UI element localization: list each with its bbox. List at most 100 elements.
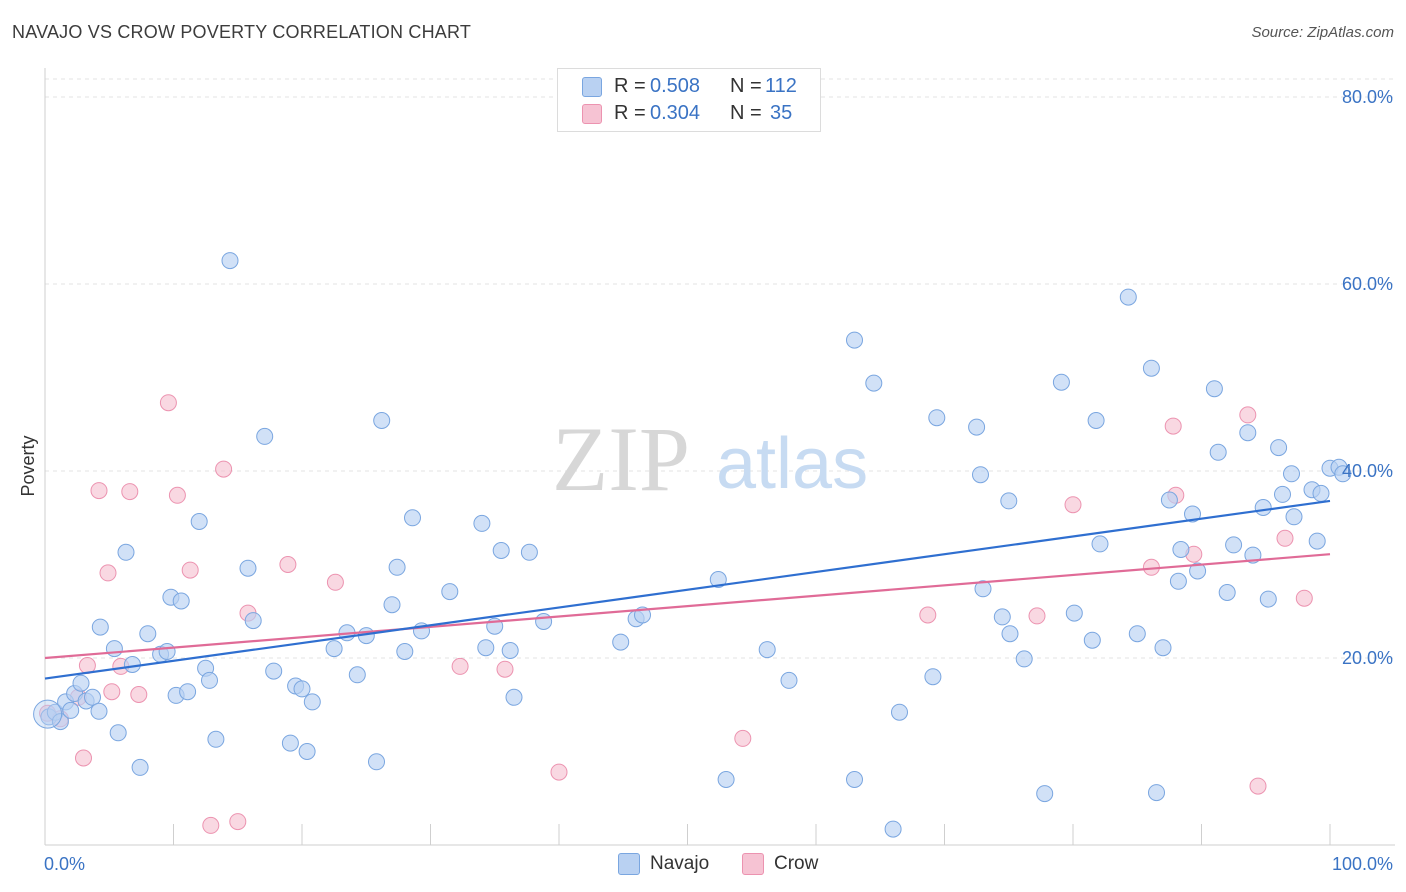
navajo-point-84 <box>1119 288 1137 306</box>
navajo-point-81 <box>1083 631 1101 649</box>
navajo-point-16 <box>139 625 157 643</box>
navajo-point-90 <box>1169 572 1187 590</box>
crow-point-3 <box>75 749 92 767</box>
y-axis-label: Poverty <box>18 435 38 496</box>
navajo-point-80 <box>1065 604 1083 622</box>
navajo-point-18 <box>158 643 176 660</box>
crow-point-13 <box>181 561 199 579</box>
crow-point-28 <box>1164 417 1182 435</box>
watermark-zip: ZIP <box>552 408 690 510</box>
navajo-point-27 <box>221 252 239 270</box>
navajo-point-91 <box>1172 541 1190 558</box>
navajo-legend-swatch <box>618 853 640 875</box>
navajo-point-52 <box>492 542 510 559</box>
navajo-point-107 <box>1308 532 1326 550</box>
navajo-point-78 <box>1036 785 1054 803</box>
navajo-point-35 <box>298 743 316 760</box>
navajo-point-102 <box>1270 439 1288 457</box>
navajo-point-32 <box>281 734 299 752</box>
crow-point-22 <box>550 763 568 781</box>
navajo-point-49 <box>473 514 491 532</box>
crow-point-21 <box>496 660 514 678</box>
navajo-point-79 <box>1052 373 1070 391</box>
navajo-point-63 <box>780 671 798 689</box>
navajo-point-48 <box>441 583 459 601</box>
navajo-point-6 <box>72 674 90 692</box>
navajo-point-76 <box>1001 625 1019 643</box>
navajo-point-75 <box>1000 492 1018 510</box>
trend-lines <box>44 499 1331 680</box>
navajo-point-23 <box>190 513 208 530</box>
navajo-points <box>33 252 1352 838</box>
tick-labels: 20.0% 40.0% 60.0% 80.0% 0.0% 100.0% <box>44 87 1393 874</box>
navajo-point-104 <box>1283 465 1300 483</box>
navajo-point-41 <box>368 753 385 771</box>
navajo-point-8 <box>84 688 101 706</box>
navajo-point-64 <box>846 331 863 349</box>
source-label: Source: ZipAtlas.com <box>1251 24 1394 41</box>
crow-point-19 <box>326 573 344 591</box>
crow-r-value: 0.304 <box>650 101 701 124</box>
navajo-point-14 <box>123 656 141 673</box>
crow-point-24 <box>919 606 937 624</box>
crow-legend-swatch <box>742 853 764 875</box>
navajo-point-86 <box>1142 359 1160 377</box>
navajo-r-label: R = <box>614 74 646 97</box>
crow-point-5 <box>90 482 108 500</box>
crow-point-18 <box>279 556 297 573</box>
navajo-point-31 <box>265 662 283 680</box>
navajo-legend-label: Navajo <box>650 853 710 874</box>
navajo-point-111 <box>1334 465 1352 483</box>
navajo-point-96 <box>1218 584 1236 601</box>
navajo-point-72 <box>972 466 989 484</box>
navajo-point-30 <box>256 427 274 445</box>
navajo-point-56 <box>535 613 553 630</box>
crow-point-31 <box>1239 406 1257 424</box>
navajo-point-4 <box>62 701 80 719</box>
navajo-point-57 <box>612 633 630 651</box>
navajo-point-68 <box>891 703 908 721</box>
navajo-point-65 <box>846 771 863 788</box>
navajo-point-37 <box>325 640 343 658</box>
navajo-point-85 <box>1128 625 1146 643</box>
crow-n-label: N = <box>730 101 762 124</box>
navajo-point-100 <box>1254 499 1272 516</box>
y-tick-label-60: 60.0% <box>1342 274 1393 294</box>
navajo-point-34 <box>293 680 311 698</box>
navajo-point-101 <box>1259 590 1277 608</box>
navajo-point-13 <box>117 543 135 561</box>
navajo-point-82 <box>1087 412 1105 429</box>
navajo-point-88 <box>1154 639 1172 657</box>
chart-title: NAVAJO VS CROW POVERTY CORRELATION CHART <box>12 22 472 42</box>
navajo-point-46 <box>404 509 421 527</box>
y-tick-label-80: 80.0% <box>1342 87 1393 107</box>
navajo-point-60 <box>709 571 727 588</box>
navajo-point-98 <box>1239 424 1257 442</box>
navajo-point-36 <box>303 693 321 711</box>
navajo-point-15 <box>131 758 149 776</box>
navajo-point-29 <box>244 612 262 630</box>
navajo-point-87 <box>1148 784 1165 802</box>
navajo-point-28 <box>239 559 257 577</box>
navajo-point-26 <box>207 730 225 748</box>
navajo-point-12 <box>109 724 127 742</box>
crow-point-25 <box>1028 607 1046 625</box>
navajo-point-73 <box>974 580 992 598</box>
crow-point-16 <box>229 813 247 831</box>
crow-point-7 <box>103 683 121 701</box>
navajo-n-label: N = <box>730 74 762 97</box>
navajo-point-42 <box>373 412 391 429</box>
legend-item-crow: Crow <box>742 851 818 877</box>
navajo-point-11 <box>105 640 123 658</box>
navajo-trend-line <box>44 499 1331 680</box>
crow-point-26 <box>1064 496 1082 514</box>
navajo-point-70 <box>928 409 946 427</box>
watermark-atlas: atlas <box>716 424 868 504</box>
crow-point-32 <box>1249 777 1267 795</box>
crow-point-33 <box>1276 529 1294 547</box>
navajo-point-71 <box>968 418 986 436</box>
crow-point-20 <box>451 657 469 675</box>
navajo-point-77 <box>1015 650 1033 668</box>
navajo-cluster-marker <box>33 699 63 729</box>
navajo-swatch <box>582 77 602 97</box>
